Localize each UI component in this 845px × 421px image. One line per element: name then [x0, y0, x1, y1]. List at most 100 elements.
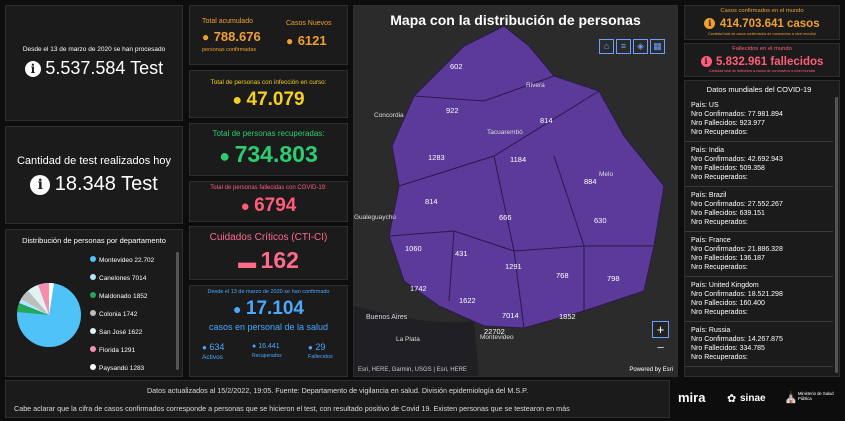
health-staff-caption: Desde el 13 de marzo de 2020 se han conf… — [207, 289, 330, 295]
dept-value-rivera[interactable]: 814 — [540, 116, 553, 125]
legend-item[interactable]: San José 1622 — [90, 328, 176, 346]
recovered-label: Total de personas recuperadas: — [212, 129, 325, 138]
dept-value-flores[interactable]: 431 — [455, 249, 468, 258]
dept-value-treinta-y-tres[interactable]: 630 — [594, 216, 607, 225]
map-attribution[interactable]: Esri, HERE, Garmin, USGS | Esri, HERE — [358, 367, 467, 373]
in-course-panel: Total de personas con infección en curso… — [189, 70, 348, 118]
country-recovered: Nro Recuperados: — [691, 219, 748, 226]
critical-row: ▬ 162 — [190, 247, 347, 274]
info-icon: i — [700, 56, 712, 68]
dept-value-maldonado[interactable]: 1852 — [559, 312, 576, 321]
sinae-logo[interactable]: sinae — [740, 393, 766, 404]
new-cases-row: ● 6121 — [286, 32, 327, 50]
dept-value-montevideo[interactable]: 22702 — [484, 327, 505, 336]
place-montevideo: Montevideo — [480, 334, 514, 341]
list-icon[interactable]: ≡ — [616, 39, 631, 54]
mira-logo[interactable]: mira — [678, 390, 706, 405]
new-cases-value: 6121 — [297, 33, 327, 48]
person-icon: ● — [202, 30, 210, 44]
legend-item[interactable]: Canelones 7014 — [90, 274, 176, 292]
tests-today-row: i 18.348 Test — [6, 173, 182, 196]
info-icon: i — [24, 60, 41, 77]
recovered-row: ● 734.803 — [190, 141, 347, 168]
world-deaths-value: 5.832.961 fallecidos — [716, 55, 824, 68]
map-canvas[interactable] — [354, 6, 678, 377]
info-icon: i — [704, 18, 716, 30]
legend-scrollbar[interactable] — [176, 252, 179, 370]
legend-swatch — [90, 328, 96, 334]
map-toolbar: ⌂ ≡ ◈ ▦ — [599, 39, 665, 54]
dept-value-rocha[interactable]: 798 — [607, 274, 620, 283]
basemap-icon[interactable]: ▦ — [650, 39, 665, 54]
new-cases-label: Casos Nuevos — [286, 20, 332, 27]
msp-logo[interactable]: Ministerio de Salud Pública — [798, 391, 834, 401]
legend-label: Canelones 7014 — [99, 275, 147, 282]
dept-value-rio-negro[interactable]: 814 — [425, 197, 438, 206]
recovered-value: 16.441 — [258, 343, 280, 350]
dept-value-artigas[interactable]: 602 — [450, 62, 463, 71]
health-staff-panel: Desde el 13 de marzo de 2020 se han conf… — [189, 285, 348, 377]
zoom-in-button[interactable]: + — [652, 321, 669, 338]
layers-icon[interactable]: ◈ — [633, 39, 648, 54]
country-name: País: Russia — [691, 327, 731, 334]
country-name: País: Brazil — [691, 192, 727, 199]
dept-value-lavalleja[interactable]: 768 — [556, 271, 569, 280]
country-item[interactable]: País: Brazil Nro Confirmados: 27.552.267… — [685, 187, 833, 232]
world-data-panel: Datos mundiales del COVID-19 País: US Nr… — [684, 80, 840, 377]
country-item[interactable]: País: France Nro Confirmados: 21.886.328… — [685, 232, 833, 277]
legend-swatch — [90, 274, 96, 280]
dept-value-soriano[interactable]: 1060 — [405, 244, 422, 253]
legend-item[interactable]: Florida 1291 — [90, 346, 176, 364]
recovered-label: Recuperados — [252, 353, 282, 359]
health-staff-sub: casos en personal de la salud — [208, 322, 329, 332]
accumulated-row: ● 788.676 — [202, 28, 261, 46]
dept-value-canelones[interactable]: 7014 — [502, 311, 519, 320]
dept-value-paysandu[interactable]: 1283 — [428, 153, 445, 162]
departments-pie-chart[interactable] — [14, 280, 84, 350]
world-deaths-row: i 5.832.961 fallecidos — [685, 53, 839, 71]
recovered-panel: Total de personas recuperadas: ● 734.803 — [189, 123, 348, 176]
accumulated-panel: Total acumulado ● 788.676 personas confi… — [189, 5, 348, 65]
country-item[interactable]: País: United Kingdom Nro Confirmados: 18… — [685, 277, 833, 322]
deceased-row: ● 6794 — [190, 195, 347, 217]
dept-value-colonia[interactable]: 1742 — [410, 284, 427, 293]
legend-item[interactable]: Paysandú 1283 — [90, 364, 176, 376]
powered-by-esri[interactable]: Powered by Esri — [629, 367, 673, 373]
active-value: 634 — [209, 342, 225, 352]
health-staff-deceased: ● 29 Fallecidos — [308, 342, 348, 360]
bed-icon: ▬ — [238, 252, 257, 272]
tests-total-panel: Desde el 13 de marzo de 2020 se han proc… — [5, 5, 183, 121]
dept-value-tacuarembo[interactable]: 1184 — [510, 155, 527, 164]
country-confirmed: Nro Confirmados: 27.552.267 — [691, 201, 783, 208]
critical-label: Cuidados Críticos (CTI-CI) — [209, 232, 328, 243]
place-rivera: Rivera — [526, 82, 545, 89]
deceased-label: Total de personas fallecidas con COVID-1… — [210, 185, 327, 191]
country-item[interactable]: País: Russia Nro Confirmados: 14.267.875… — [685, 322, 833, 367]
dept-value-durazno[interactable]: 666 — [499, 213, 512, 222]
zoom-out-button[interactable]: − — [656, 340, 665, 355]
country-item[interactable]: País: India Nro Confirmados: 42.692.943 … — [685, 142, 833, 187]
world-data-scrollbar[interactable] — [835, 97, 838, 373]
recovered-value: 734.803 — [234, 141, 318, 167]
dept-value-florida[interactable]: 1291 — [505, 262, 522, 271]
legend-item[interactable]: Montevideo 22.702 — [90, 256, 176, 274]
world-deaths-panel: Fallecidos en el mundo i 5.832.961 falle… — [684, 43, 840, 77]
country-deaths: Nro Fallecidos: 509.358 — [691, 165, 765, 172]
map-panel[interactable]: Mapa con la distribución de personas ⌂ ≡… — [353, 5, 678, 377]
home-icon[interactable]: ⌂ — [599, 39, 614, 54]
tests-today-panel: Cantidad de test realizados hoy i 18.348… — [5, 126, 183, 224]
place-concordia: Concordia — [374, 112, 404, 119]
legend-item[interactable]: Maldonado 1852 — [90, 292, 176, 310]
country-recovered: Nro Recuperados: — [691, 309, 748, 316]
legend-item[interactable]: Colonia 1742 — [90, 310, 176, 328]
dept-value-cerro-largo[interactable]: 884 — [584, 177, 597, 186]
legend-label: Montevideo 22.702 — [99, 257, 155, 264]
world-data-title: Datos mundiales del COVID-19 — [706, 85, 812, 94]
dept-value-san-jose[interactable]: 1622 — [459, 296, 476, 305]
country-item[interactable]: País: US Nro Confirmados: 77.981.894 Nro… — [685, 97, 833, 142]
dept-value-salto[interactable]: 922 — [446, 106, 459, 115]
tests-today-caption: Cantidad de test realizados hoy — [16, 155, 172, 167]
person-icon: ● — [240, 198, 250, 215]
country-confirmed: Nro Confirmados: 18.521.298 — [691, 291, 783, 298]
health-staff-value: 17.104 — [245, 298, 305, 319]
